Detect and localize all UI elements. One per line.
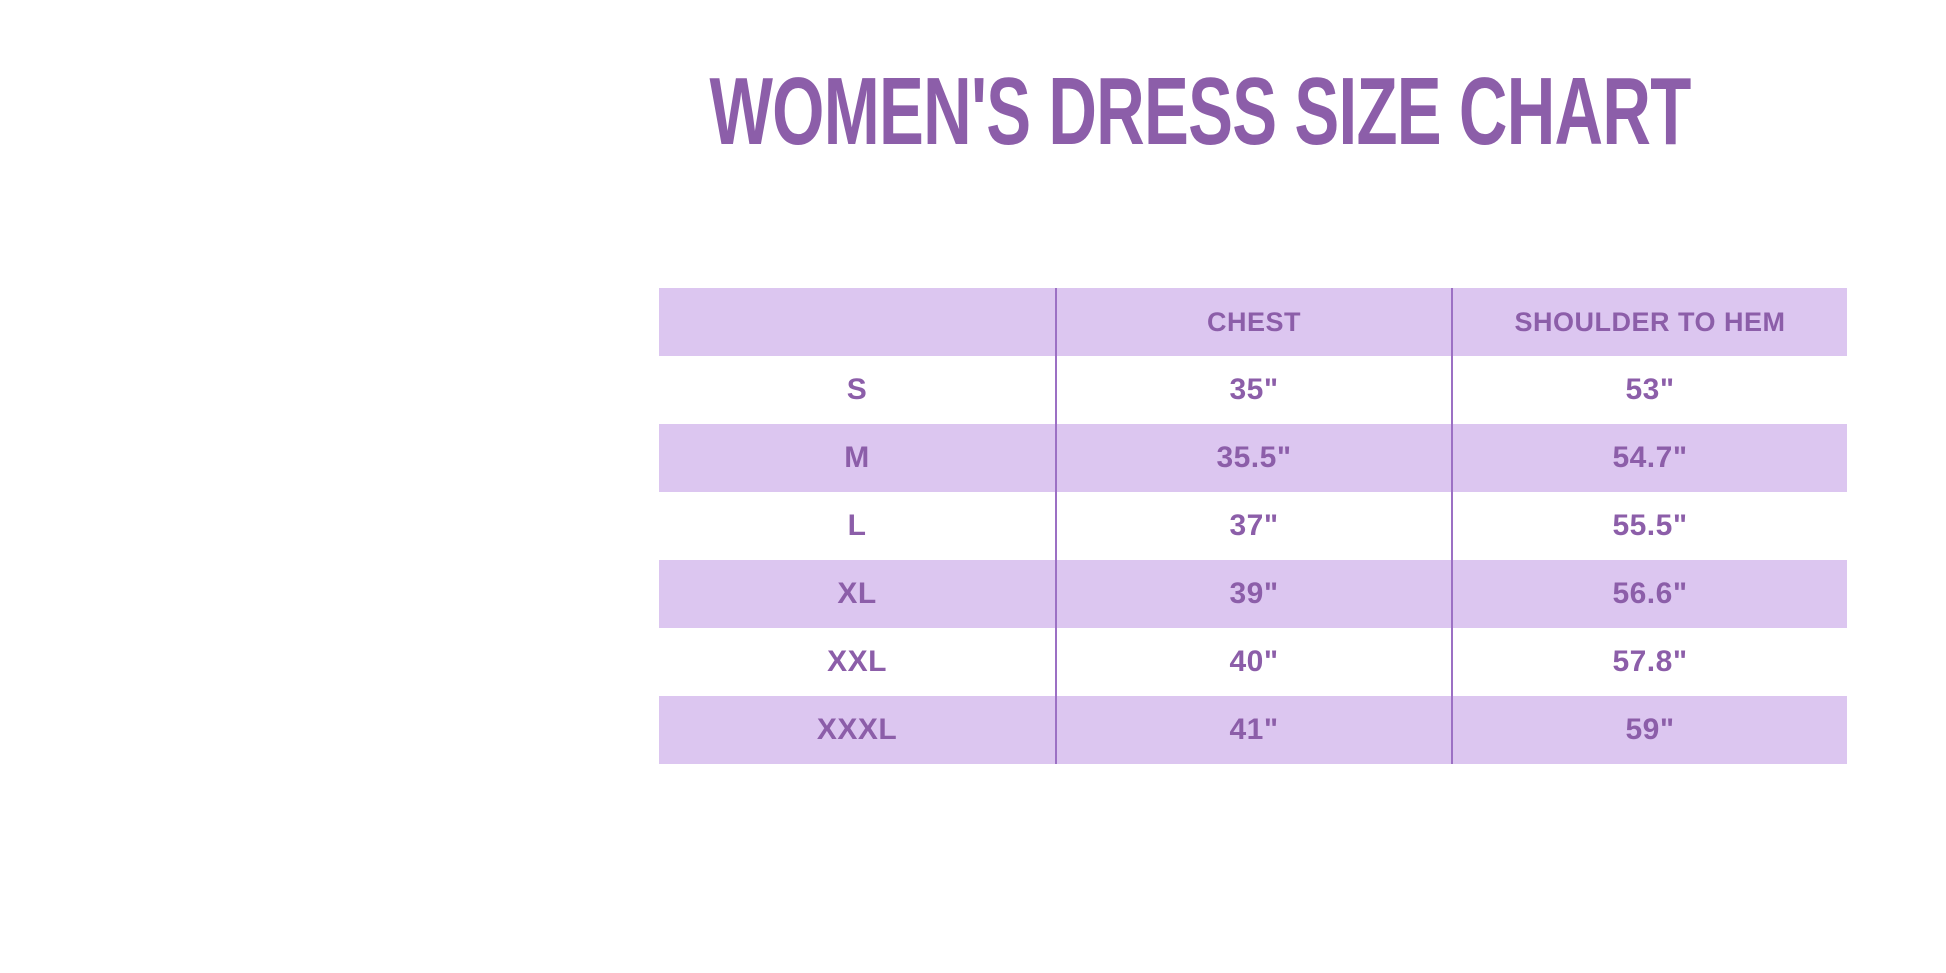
page-title: WOMEN'S DRESS SIZE CHART (709, 58, 1691, 165)
table-row-xxl: XXL 40" 57.8" (659, 628, 1847, 696)
table-row-xxxl: XXXL 41" 59" (659, 696, 1847, 764)
table-row-m: M 35.5" 54.7" (659, 424, 1847, 492)
chest-value-cell: 40" (1055, 628, 1451, 696)
header-shoulder-to-hem-cell: SHOULDER TO HEM (1451, 288, 1847, 356)
table-header-row: CHEST SHOULDER TO HEM (659, 288, 1847, 356)
hem-value-cell: 56.6" (1451, 560, 1847, 628)
hem-value-cell: 55.5" (1451, 492, 1847, 560)
hem-value-cell: 57.8" (1451, 628, 1847, 696)
size-chart-table: CHEST SHOULDER TO HEM S 35" 53" M 35.5" … (659, 288, 1847, 764)
hem-value-cell: 59" (1451, 696, 1847, 764)
table-row-s: S 35" 53" (659, 356, 1847, 424)
size-label-cell: M (844, 441, 870, 474)
chest-value-cell: 39" (1055, 560, 1451, 628)
table-row-xl: XL 39" 56.6" (659, 560, 1847, 628)
size-label-cell: XL (837, 577, 877, 610)
hem-value-cell: 54.7" (1451, 424, 1847, 492)
page-title-container: WOMEN'S DRESS SIZE CHART (499, 64, 1901, 160)
size-label-cell: L (847, 509, 867, 542)
size-label-cell: XXXL (816, 713, 898, 746)
chest-value-cell: 37" (1055, 492, 1451, 560)
size-label-cell: S (846, 373, 868, 406)
table-row-l: L 37" 55.5" (659, 492, 1847, 560)
chest-value-cell: 41" (1055, 696, 1451, 764)
header-chest-cell: CHEST (1055, 288, 1451, 356)
size-label-cell: XXL (827, 645, 887, 678)
hem-value-cell: 53" (1451, 356, 1847, 424)
chest-value-cell: 35.5" (1055, 424, 1451, 492)
header-empty-cell (659, 288, 1055, 356)
chest-value-cell: 35" (1055, 356, 1451, 424)
